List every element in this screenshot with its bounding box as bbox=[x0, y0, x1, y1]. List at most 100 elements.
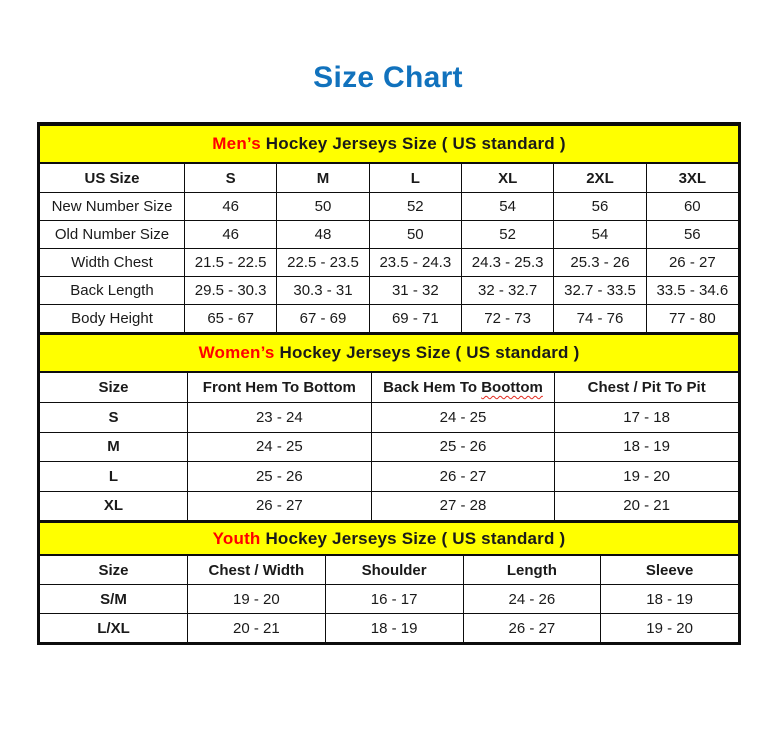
size-value: 24 - 26 bbox=[462, 584, 602, 614]
row-label: Old Number Size bbox=[39, 220, 185, 249]
size-value: 23 - 24 bbox=[187, 402, 372, 433]
size-value: 24 - 25 bbox=[187, 431, 372, 462]
size-value: 29.5 - 30.3 bbox=[183, 276, 278, 305]
column-header: US Size bbox=[39, 162, 185, 193]
row-label: Body Height bbox=[39, 304, 185, 333]
size-value: 50 bbox=[276, 192, 370, 221]
column-header-text: Back Hem To bbox=[383, 379, 482, 396]
section-title-rest: Hockey Jerseys Size ( US standard ) bbox=[260, 528, 566, 548]
table-row: S 23 - 24 24 - 25 17 - 18 bbox=[39, 402, 739, 433]
column-header: Sleeve bbox=[600, 554, 739, 585]
section-band-mens: Men’s Hockey Jerseys Size ( US standard … bbox=[39, 124, 739, 164]
size-value: 26 - 27 bbox=[645, 248, 740, 277]
size-value: 24 - 25 bbox=[370, 402, 556, 433]
column-header: 2XL bbox=[553, 162, 647, 193]
size-value: 19 - 20 bbox=[187, 584, 326, 614]
size-value: 25.3 - 26 bbox=[553, 248, 647, 277]
size-value: 54 bbox=[460, 192, 555, 221]
column-header: L bbox=[368, 162, 462, 193]
size-value: 19 - 20 bbox=[554, 461, 739, 492]
column-header: M bbox=[276, 162, 370, 193]
size-value: 26 - 27 bbox=[370, 461, 556, 492]
size-table-mens: Men’s Hockey Jerseys Size ( US standard … bbox=[39, 124, 740, 333]
misspelled-word: Boottom bbox=[481, 379, 543, 396]
row-label: XL bbox=[39, 490, 188, 521]
column-header: Back Hem To Boottom bbox=[370, 371, 556, 403]
column-header: Chest / Width bbox=[187, 554, 326, 585]
size-value: 46 bbox=[183, 220, 278, 249]
size-value: 32.7 - 33.5 bbox=[553, 276, 647, 305]
page-title: Size Chart bbox=[313, 61, 463, 94]
size-value: 60 bbox=[645, 192, 740, 221]
table-row: L 25 - 26 26 - 27 19 - 20 bbox=[39, 461, 739, 492]
column-header: Shoulder bbox=[324, 554, 464, 585]
size-value: 26 - 27 bbox=[187, 490, 372, 521]
column-header: Length bbox=[462, 554, 602, 585]
table-row: New Number Size 46 50 52 54 56 60 bbox=[39, 192, 740, 221]
column-header: S bbox=[183, 162, 278, 193]
section-title-rest: Hockey Jerseys Size ( US standard ) bbox=[274, 343, 580, 362]
size-value: 16 - 17 bbox=[324, 584, 464, 614]
section-band-youth: Youth Hockey Jerseys Size ( US standard … bbox=[39, 521, 739, 556]
size-value: 22.5 - 23.5 bbox=[276, 248, 370, 277]
size-value: 18 - 19 bbox=[554, 431, 739, 462]
section-title-accent: Men’s bbox=[212, 134, 261, 153]
header-row-womens: Size Front Hem To Bottom Back Hem To Boott… bbox=[39, 371, 739, 403]
size-value: 50 bbox=[368, 220, 462, 249]
size-value: 18 - 19 bbox=[324, 613, 464, 643]
column-header: Size bbox=[39, 554, 188, 585]
row-label: New Number Size bbox=[39, 192, 185, 221]
column-header: 3XL bbox=[645, 162, 740, 193]
size-value: 52 bbox=[460, 220, 555, 249]
size-value: 31 - 32 bbox=[368, 276, 462, 305]
size-value: 56 bbox=[645, 220, 740, 249]
row-label: L/XL bbox=[39, 613, 188, 643]
size-value: 26 - 27 bbox=[462, 613, 602, 643]
section-title-mens: Men’s Hockey Jerseys Size ( US standard … bbox=[39, 124, 739, 164]
size-value: 56 bbox=[553, 192, 647, 221]
row-label: Back Length bbox=[39, 276, 185, 305]
table-row: S/M 19 - 20 16 - 17 24 - 26 18 - 19 bbox=[39, 584, 739, 614]
size-value: 17 - 18 bbox=[554, 402, 739, 433]
section-title-youth: Youth Hockey Jerseys Size ( US standard … bbox=[39, 521, 739, 556]
size-table-womens: Women’s Hockey Jerseys Size ( US standar… bbox=[39, 333, 739, 521]
size-value: 30.3 - 31 bbox=[276, 276, 370, 305]
size-value: 52 bbox=[368, 192, 462, 221]
header-row-youth: Size Chest / Width Shoulder Length Sleeve bbox=[39, 554, 739, 585]
table-row: Body Height 65 - 67 67 - 69 69 - 71 72 - 73 7… bbox=[39, 304, 740, 333]
size-value: 24.3 - 25.3 bbox=[460, 248, 555, 277]
size-value: 27 - 28 bbox=[370, 490, 556, 521]
row-label: Width Chest bbox=[39, 248, 185, 277]
size-value: 20 - 21 bbox=[554, 490, 739, 521]
size-value: 23.5 - 24.3 bbox=[368, 248, 462, 277]
row-label: S/M bbox=[39, 584, 188, 614]
table-row: L/XL 20 - 21 18 - 19 26 - 27 19 - 20 bbox=[39, 613, 739, 643]
size-value: 65 - 67 bbox=[183, 304, 278, 333]
size-value: 69 - 71 bbox=[368, 304, 462, 333]
header-row-mens: US Size S M L XL 2XL 3XL bbox=[39, 162, 740, 193]
table-row: Back Length 29.5 - 30.3 30.3 - 31 31 - 32 32… bbox=[39, 276, 740, 305]
row-label: M bbox=[39, 431, 188, 462]
size-value: 54 bbox=[553, 220, 647, 249]
table-row: Width Chest 21.5 - 22.5 22.5 - 23.5 23.5 - … bbox=[39, 248, 740, 277]
size-value: 48 bbox=[276, 220, 370, 249]
size-value: 74 - 76 bbox=[553, 304, 647, 333]
size-value: 19 - 20 bbox=[600, 613, 739, 643]
size-value: 32 - 32.7 bbox=[460, 276, 555, 305]
column-header: Chest / Pit To Pit bbox=[554, 371, 739, 403]
size-value: 46 bbox=[183, 192, 278, 221]
size-table-youth: Youth Hockey Jerseys Size ( US standard … bbox=[39, 521, 739, 643]
table-row: M 24 - 25 25 - 26 18 - 19 bbox=[39, 431, 739, 462]
size-value: 18 - 19 bbox=[600, 584, 739, 614]
row-label: L bbox=[39, 461, 188, 492]
section-title-womens: Women’s Hockey Jerseys Size ( US standar… bbox=[39, 333, 739, 373]
size-value: 25 - 26 bbox=[187, 461, 372, 492]
table-row: Old Number Size 46 48 50 52 54 56 bbox=[39, 220, 740, 249]
size-value: 21.5 - 22.5 bbox=[183, 248, 278, 277]
size-value: 77 - 80 bbox=[645, 304, 740, 333]
row-label: S bbox=[39, 402, 188, 433]
size-value: 25 - 26 bbox=[370, 431, 556, 462]
section-title-accent: Youth bbox=[212, 528, 261, 548]
column-header: Front Hem To Bottom bbox=[187, 371, 372, 403]
size-chart-tables: Men’s Hockey Jerseys Size ( US standard … bbox=[37, 122, 741, 645]
